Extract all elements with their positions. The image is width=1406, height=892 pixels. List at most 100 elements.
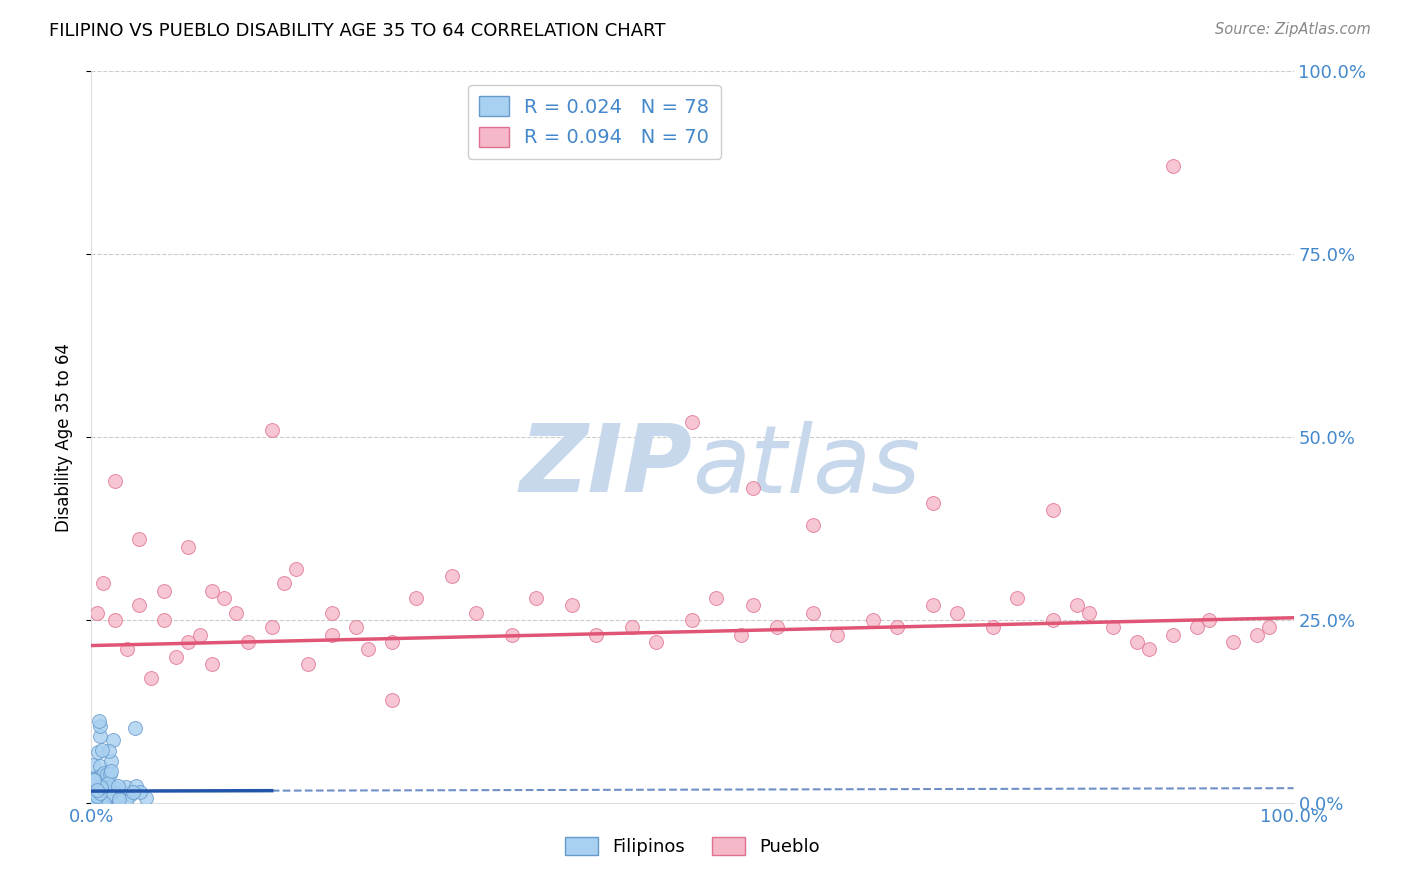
Point [103,732,125,747]
Point [90,788,112,802]
Point [87,745,110,759]
Point [96,788,118,802]
Point [82,772,104,786]
Point [1042,503,1064,517]
Y-axis label: Disability Age 35 to 64: Disability Age 35 to 64 [55,343,73,532]
Point [89,792,111,806]
Text: atlas: atlas [692,421,921,512]
Point [100,755,122,769]
Point [87,770,110,784]
Point [90,784,112,798]
Text: FILIPINO VS PUEBLO DISABILITY AGE 35 TO 64 CORRELATION CHART: FILIPINO VS PUEBLO DISABILITY AGE 35 TO … [49,22,665,40]
Point [1005,591,1028,605]
Point [135,791,157,805]
Point [125,779,148,793]
Point [86,790,108,805]
Point [128,785,150,799]
Text: ZIP: ZIP [520,420,692,512]
Point [1161,160,1184,174]
Point [730,627,752,641]
Point [98,744,121,758]
Point [93,766,115,780]
Point [117,642,139,657]
Point [152,613,174,627]
Point [91,787,114,801]
Text: Source: ZipAtlas.com: Source: ZipAtlas.com [1215,22,1371,37]
Legend: Filipinos, Pueblo: Filipinos, Pueblo [558,830,827,863]
Point [87,795,110,809]
Point [96,766,118,780]
Point [84,777,107,791]
Point [83,789,105,804]
Point [115,794,138,808]
Point [84,782,107,797]
Point [90,769,112,783]
Point [82,791,104,805]
Point [94,791,117,805]
Point [104,613,127,627]
Point [87,781,110,796]
Point [84,793,107,807]
Point [82,772,104,787]
Point [236,635,259,649]
Point [89,719,111,733]
Point [357,642,380,657]
Point [706,591,728,605]
Point [273,576,295,591]
Point [107,789,129,803]
Point [91,796,114,810]
Point [176,540,198,554]
Point [1187,620,1209,634]
Point [89,758,111,772]
Point [741,481,763,495]
Point [80,794,103,808]
Point [1222,635,1244,649]
Point [922,496,945,510]
Point [93,576,115,591]
Point [765,620,787,634]
Point [84,778,107,792]
Point [141,672,163,686]
Point [91,743,114,757]
Point [89,785,111,799]
Point [152,583,174,598]
Point [212,591,235,605]
Point [124,722,146,736]
Point [91,793,114,807]
Point [86,782,108,797]
Point [86,606,108,620]
Point [344,620,367,634]
Point [97,780,120,795]
Point [104,781,127,796]
Point [97,787,120,801]
Point [1137,642,1160,657]
Point [93,796,115,810]
Point [188,627,211,641]
Point [801,606,824,620]
Point [82,786,104,800]
Point [1198,613,1220,627]
Point [82,772,104,787]
Point [801,517,824,532]
Point [87,787,110,801]
Point [87,714,110,728]
Point [405,591,427,605]
Point [118,789,141,803]
Point [501,627,523,641]
Point [825,627,848,641]
Point [89,795,111,809]
Point [122,785,145,799]
Point [114,780,136,794]
Point [465,606,488,620]
Point [440,569,463,583]
Point [946,606,969,620]
Point [284,562,307,576]
Point [84,795,107,809]
Point [165,649,187,664]
Point [741,599,763,613]
Point [89,778,111,792]
Point [90,780,112,794]
Point [297,657,319,671]
Point [97,776,120,790]
Point [225,606,247,620]
